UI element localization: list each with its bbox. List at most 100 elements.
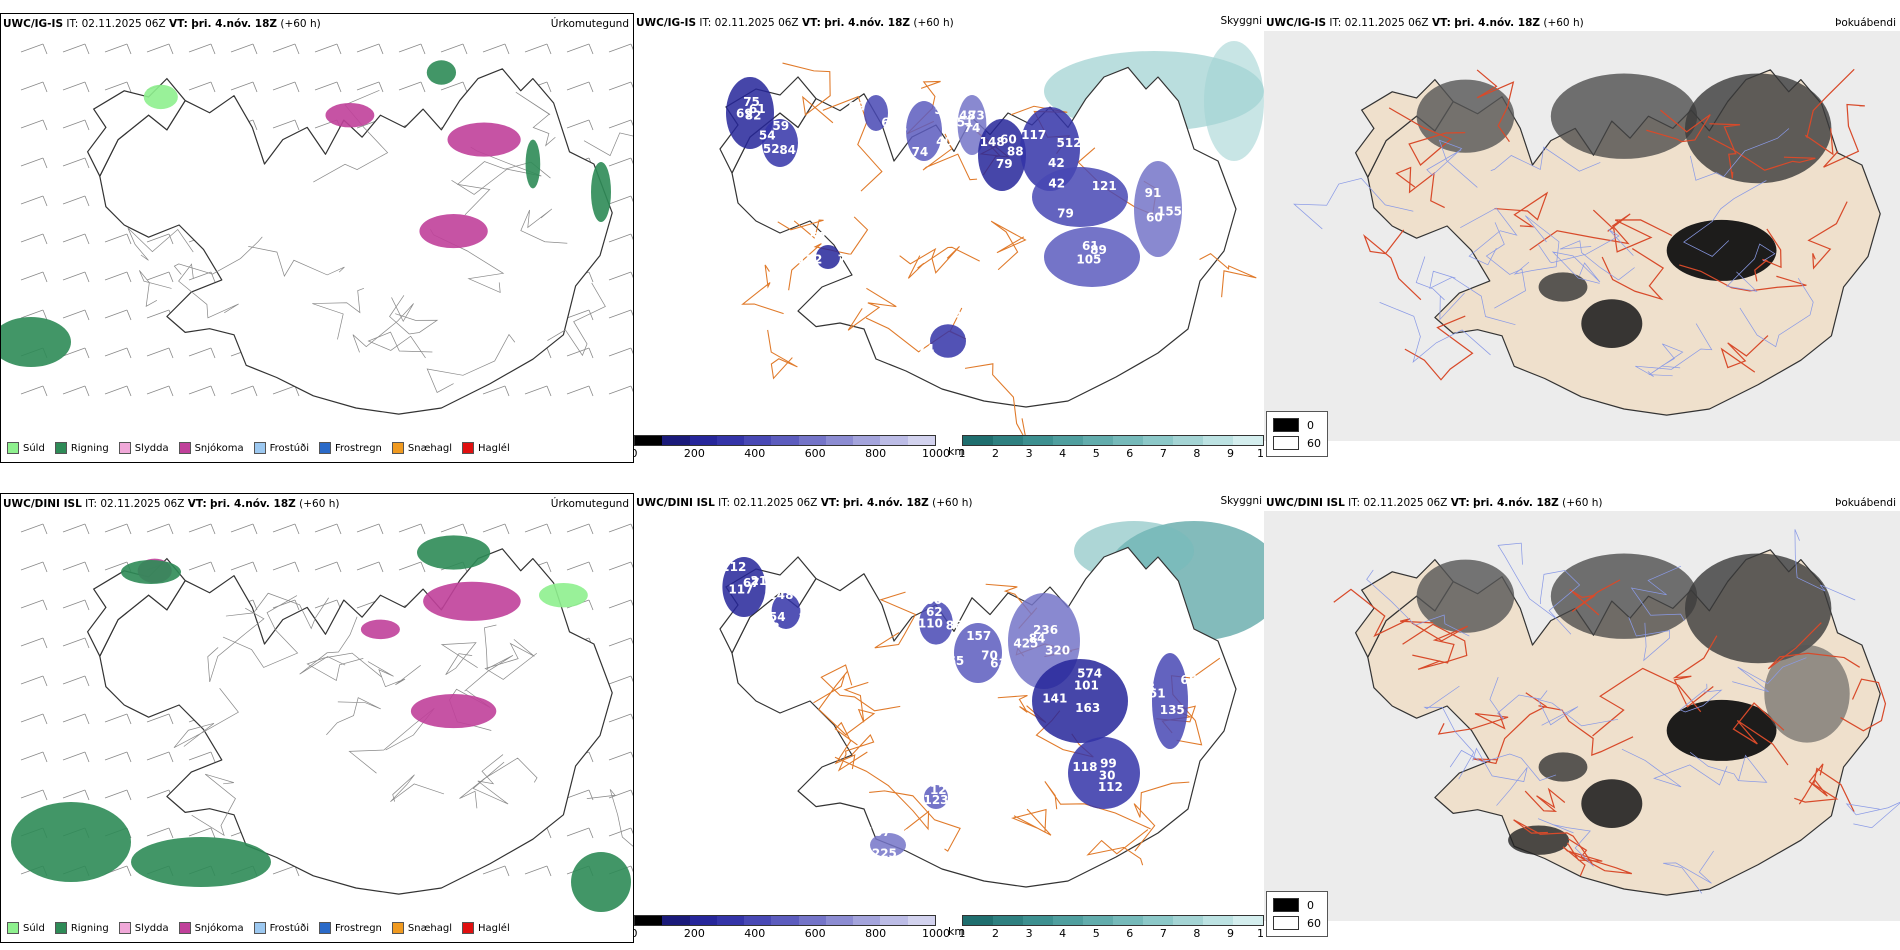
road bbox=[1559, 240, 1635, 281]
fog-panel-top: UWC/IG-IS IT: 02.11.2025 06Z VT: þri. 4.… bbox=[1264, 13, 1900, 463]
wind-barb bbox=[608, 81, 633, 91]
wind-barb bbox=[20, 385, 48, 397]
panel-title: UWC/DINI ISL IT: 02.11.2025 06Z VT: þri.… bbox=[1266, 497, 1603, 509]
colorbar-cell bbox=[1083, 436, 1113, 445]
colorbar-cell bbox=[1113, 916, 1143, 925]
height-label: 30 bbox=[1099, 768, 1116, 782]
road bbox=[312, 287, 365, 340]
wind-barb bbox=[440, 81, 468, 93]
height-blob bbox=[870, 833, 906, 857]
wind-barb bbox=[608, 271, 633, 281]
wind-barb bbox=[272, 523, 300, 535]
height-label: 163 bbox=[1075, 701, 1100, 715]
wind-barb bbox=[188, 751, 216, 763]
visibility-colorbar: 1 2 3 4 5 6 7 8 9 10 km bbox=[948, 915, 1265, 940]
road bbox=[1011, 808, 1052, 836]
road bbox=[1415, 256, 1465, 321]
wind-barb bbox=[398, 523, 426, 535]
colorbar-tick: 3 bbox=[1025, 927, 1033, 940]
wind-barb bbox=[104, 789, 132, 801]
colorbar-cell bbox=[716, 436, 745, 445]
wind-barb bbox=[146, 751, 174, 763]
wind-barb bbox=[62, 561, 90, 573]
height-label: 47 bbox=[865, 83, 882, 97]
road bbox=[1449, 749, 1557, 781]
height-label: 121 bbox=[1092, 179, 1117, 193]
wind-barb bbox=[608, 523, 633, 533]
road bbox=[547, 282, 606, 357]
height-label: 117 bbox=[728, 582, 753, 596]
height-label: 320 bbox=[1045, 644, 1070, 658]
colorbar-ticks: 1 2 3 4 5 6 7 8 9 10 bbox=[959, 926, 1265, 940]
road bbox=[225, 592, 329, 630]
height-label: 117 bbox=[1021, 128, 1046, 142]
road bbox=[1086, 829, 1149, 866]
colorbar-tick: 3 bbox=[1025, 447, 1033, 460]
height-label: 61 bbox=[1082, 239, 1099, 253]
height-label: 101 bbox=[1074, 678, 1099, 692]
wind-barb bbox=[566, 789, 594, 801]
road bbox=[127, 227, 194, 261]
field-blob bbox=[1416, 79, 1515, 153]
field-blob bbox=[419, 214, 488, 249]
road bbox=[741, 264, 784, 315]
wind-barb bbox=[272, 865, 300, 877]
wind-barb bbox=[104, 81, 132, 93]
road bbox=[1732, 702, 1789, 766]
height-label: 42 bbox=[1048, 156, 1065, 170]
wind-barb bbox=[20, 599, 48, 611]
road bbox=[1635, 323, 1713, 377]
fog-legend-label: 60 bbox=[1307, 436, 1321, 450]
road bbox=[837, 734, 875, 772]
colorbar-cell bbox=[689, 436, 717, 445]
field-blob bbox=[1666, 219, 1777, 281]
field-blob bbox=[325, 103, 375, 128]
wind-barb bbox=[62, 233, 90, 245]
height-label: 112 bbox=[1098, 780, 1123, 794]
height-label: 151 bbox=[945, 307, 970, 321]
wind-barb bbox=[20, 713, 48, 725]
legend-item: Slydda bbox=[118, 922, 169, 934]
colorbar-cell bbox=[993, 916, 1023, 925]
wind-barb bbox=[608, 43, 633, 53]
height-label: 141 bbox=[1042, 691, 1067, 705]
road bbox=[1840, 678, 1887, 732]
wind-barb bbox=[20, 119, 48, 131]
wind-barb bbox=[608, 751, 633, 761]
road bbox=[390, 774, 445, 803]
road bbox=[1529, 213, 1631, 251]
height-label: 83 bbox=[884, 92, 901, 106]
colorbar-tick: 6 bbox=[1126, 447, 1134, 460]
road bbox=[583, 132, 633, 157]
height-blob bbox=[762, 119, 798, 167]
colorbar-cell bbox=[825, 916, 854, 925]
wind-barb bbox=[566, 827, 594, 839]
wind-barb bbox=[272, 599, 300, 611]
legend-label: Rigning bbox=[70, 442, 109, 454]
fog-panel-bottom: UWC/DINI ISL IT: 02.11.2025 06Z VT: þri.… bbox=[1264, 493, 1900, 943]
height-label: 105 bbox=[1076, 252, 1101, 266]
wind-barb bbox=[62, 157, 90, 169]
road bbox=[464, 624, 514, 692]
colorbar-ticks: 0 200 400 600 800 1000 bbox=[634, 926, 950, 940]
height-label: 99 bbox=[849, 100, 866, 114]
height-label: 135 bbox=[1160, 703, 1185, 717]
road bbox=[1044, 781, 1151, 830]
height-blob bbox=[816, 245, 840, 269]
legend-item: Frostregn bbox=[319, 922, 382, 934]
legend-item: Snæhagl bbox=[391, 442, 452, 454]
fog-legend-row: 0 bbox=[1273, 896, 1321, 914]
height-blob bbox=[906, 101, 942, 161]
legend-label: Haglél bbox=[478, 922, 510, 934]
wind-barb bbox=[20, 561, 48, 573]
wind-barb bbox=[20, 789, 48, 801]
height-label: 425 bbox=[1013, 636, 1038, 650]
colorbar-tick: 0 bbox=[634, 447, 638, 460]
height-blob bbox=[919, 601, 953, 645]
height-label: 77 bbox=[964, 334, 981, 348]
road bbox=[1539, 570, 1581, 635]
wind-barb bbox=[482, 865, 510, 877]
wind-barb bbox=[314, 523, 342, 535]
fog-legend-label: 60 bbox=[1307, 916, 1321, 930]
wind-barb bbox=[146, 385, 174, 397]
